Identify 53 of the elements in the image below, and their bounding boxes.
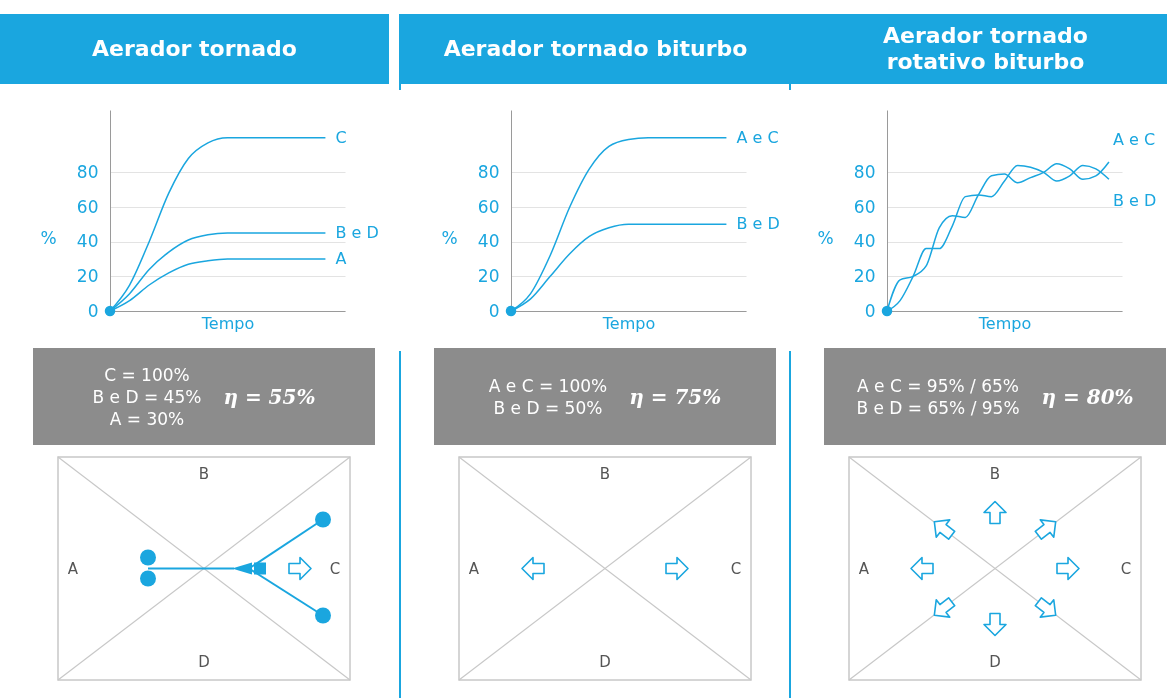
chart-title: Aerador tornado biturbo	[401, 14, 790, 84]
y-tick-label: 0	[864, 300, 876, 321]
chart-title: Aerador tornado rotativo biturbo	[791, 14, 1167, 84]
y-axis-title: %	[40, 228, 57, 249]
y-tick-label: 20	[853, 265, 876, 286]
series-label: A e C	[1112, 129, 1156, 149]
y-tick-label: 40	[853, 231, 876, 252]
text: C	[329, 559, 341, 578]
y-tick-label: 80	[477, 161, 500, 182]
text: A	[858, 559, 870, 578]
text: η = 75%	[629, 384, 722, 409]
y-tick-label: 20	[477, 265, 500, 286]
text: B	[198, 464, 210, 483]
text: C	[730, 559, 742, 578]
y-tick-label: 60	[477, 196, 500, 217]
text: A	[468, 559, 480, 578]
text: B	[599, 464, 611, 483]
y-axis-title: %	[441, 228, 458, 249]
x-axis-title: Tempo	[200, 313, 255, 333]
y-tick-label: 40	[76, 231, 99, 252]
text: D	[989, 652, 1001, 671]
y-tick-label: 80	[853, 161, 876, 182]
x-axis-title: Tempo	[977, 313, 1032, 333]
text: B e D = 65% / 95%	[856, 396, 1020, 419]
text: A e C = 95% / 65%	[856, 374, 1020, 397]
y-tick-label: 20	[76, 265, 99, 286]
y-axis-title: %	[817, 228, 834, 249]
text: A e C = 100%	[488, 374, 608, 397]
series-label: B e D	[736, 214, 780, 234]
series-label: A e C	[736, 127, 779, 147]
y-tick-label: 60	[76, 196, 99, 217]
text: D	[599, 652, 611, 671]
chart-title: Aerador tornado	[0, 14, 389, 84]
text: D	[198, 652, 210, 671]
y-tick-label: 40	[477, 231, 500, 252]
text: η = 55%	[223, 384, 316, 409]
text: B e D = 45%	[92, 385, 202, 408]
y-tick-label: 0	[488, 300, 500, 321]
y-tick-label: 0	[87, 300, 99, 321]
text: C	[1120, 559, 1132, 578]
x-axis-title: Tempo	[601, 313, 656, 333]
text: B e D = 50%	[492, 396, 604, 419]
series-label: C	[335, 127, 347, 147]
series-label: B e D	[1112, 191, 1157, 211]
text: A	[67, 559, 79, 578]
text: η = 80%	[1041, 384, 1134, 409]
text: A = 30%	[108, 407, 186, 430]
y-tick-label: 80	[76, 161, 99, 182]
series-label: A	[335, 249, 347, 269]
y-tick-label: 60	[853, 196, 876, 217]
text: B	[989, 464, 1001, 483]
text: C = 100%	[103, 363, 191, 386]
series-label: B e D	[335, 223, 379, 243]
